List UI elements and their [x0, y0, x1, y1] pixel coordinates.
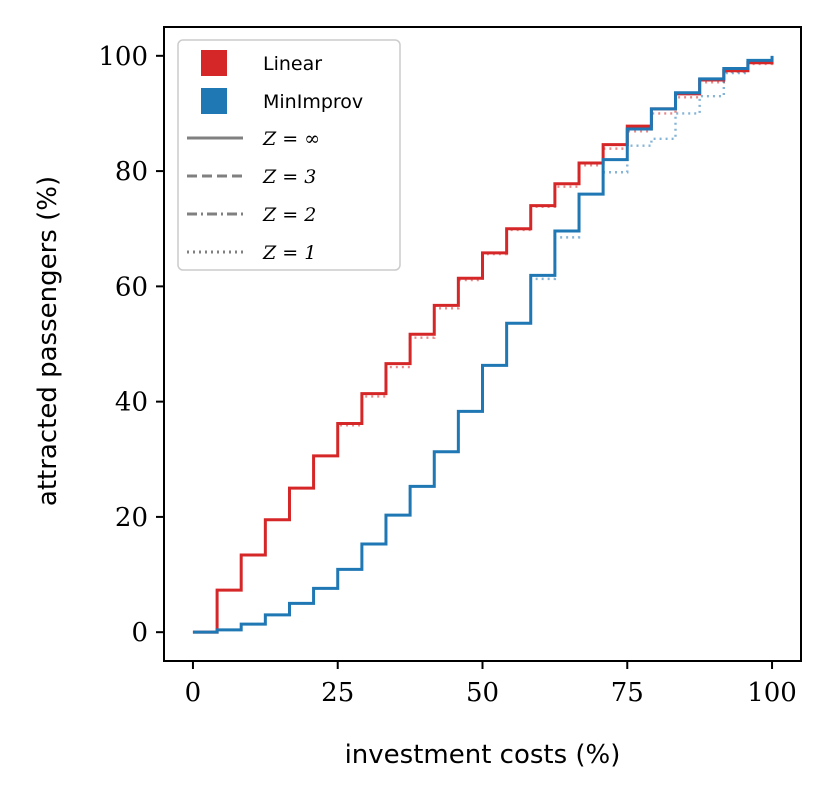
x-tick-label: 25 [321, 678, 354, 708]
legend: Linear MinImprov Z = ∞ Z = 3 Z = 2 Z = 1 [177, 39, 401, 271]
x-axis: 0 25 50 75 100 [185, 661, 797, 708]
x-axis-label: investment costs (%) [345, 740, 621, 770]
x-tick-label: 0 [185, 678, 202, 708]
series-line-minimprov-z-inf [192, 55, 774, 634]
y-tick-label: 40 [115, 388, 148, 418]
y-tick-label: 80 [115, 157, 148, 187]
legend-label-z: Z = 2 [262, 204, 316, 226]
y-tick-label: 100 [98, 42, 148, 72]
plot-series [192, 55, 774, 634]
legend-swatch-linear [201, 50, 227, 76]
legend-label-minimprov: MinImprov [263, 91, 363, 113]
legend-swatch-minimprov [201, 88, 227, 114]
y-axis-label: attracted passengers (%) [33, 176, 63, 506]
legend-label-z: Z = 3 [262, 166, 316, 188]
x-tick-label: 50 [466, 678, 499, 708]
x-tick-label: 75 [611, 678, 644, 708]
legend-label-z: Z = 1 [262, 242, 316, 264]
legend-label-z: Z = ∞ [262, 128, 320, 150]
y-tick-label: 0 [131, 618, 148, 648]
x-tick-label: 100 [747, 678, 797, 708]
y-axis: 0 20 40 60 80 100 [98, 42, 164, 648]
y-tick-label: 20 [115, 503, 148, 533]
y-tick-label: 60 [115, 272, 148, 302]
legend-label-linear: Linear [263, 53, 322, 75]
